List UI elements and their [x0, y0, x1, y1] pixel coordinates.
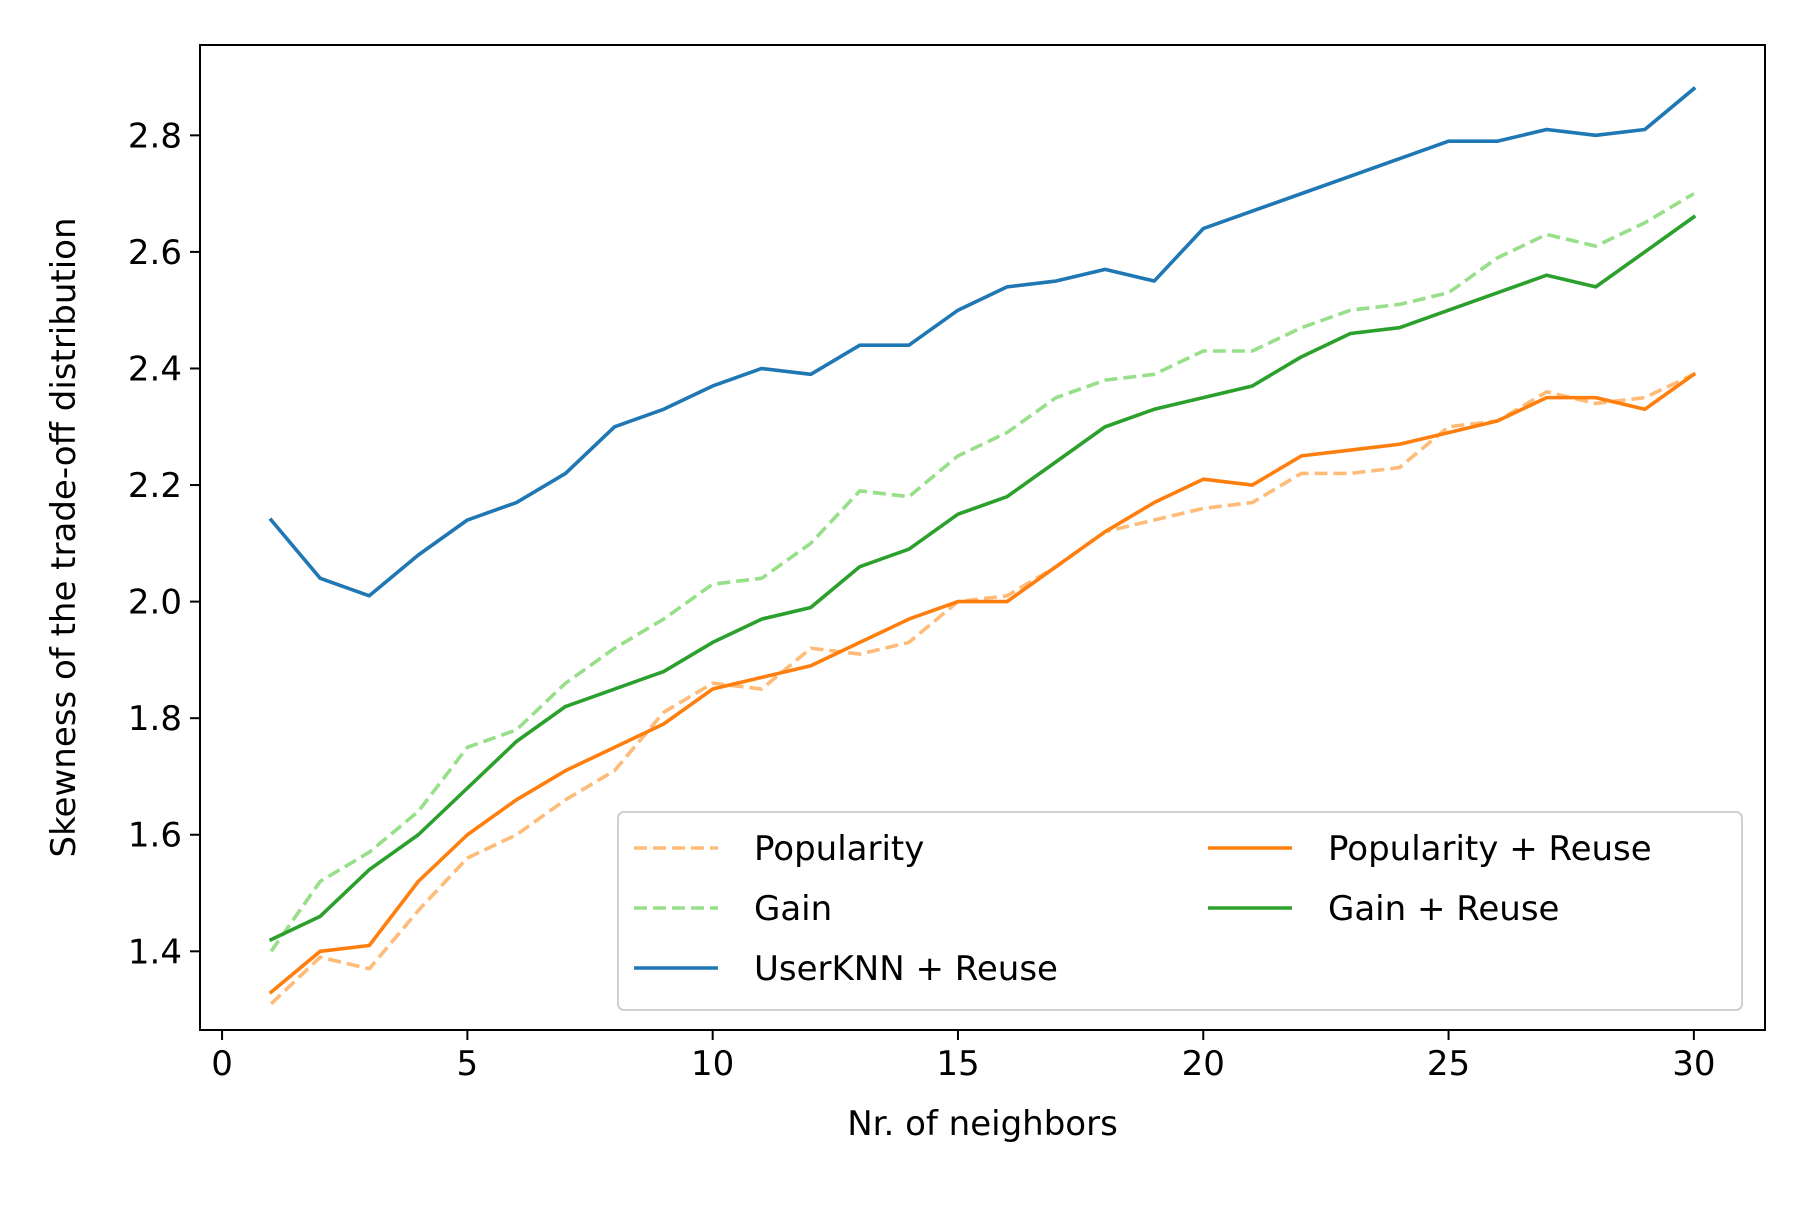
series-line-1 — [269, 372, 1695, 1006]
y-tick-label: 1.4 — [128, 932, 182, 972]
x-tick-label: 20 — [1182, 1044, 1225, 1084]
legend-label-4: Popularity + Reuse — [1328, 829, 1652, 869]
y-axis-label: Skewness of the trade-off distribution — [44, 217, 84, 857]
legend: Popularity Gain UserKNN + Reuse Popularity … — [617, 811, 1743, 1011]
plot-marks — [268, 86, 1697, 1006]
legend-label-5: Gain + Reuse — [1328, 889, 1559, 929]
x-tick-label: 10 — [691, 1044, 734, 1084]
y-tick-label: 2.4 — [128, 349, 182, 389]
x-tick-label: 5 — [457, 1044, 479, 1084]
legend-label-2: Gain — [754, 889, 832, 929]
series-line-2 — [269, 192, 1695, 953]
y-tick-label: 2.0 — [128, 583, 182, 623]
x-tick-label: 30 — [1672, 1044, 1715, 1084]
y-tick-label: 2.2 — [128, 466, 182, 506]
y-tick-label: 1.8 — [128, 699, 182, 739]
x-tick-label: 0 — [211, 1044, 233, 1084]
plot-frame — [199, 44, 1766, 1031]
series-line-5 — [268, 214, 1697, 943]
x-axis-label: Nr. of neighbors — [847, 1104, 1118, 1144]
y-tick-label: 2.8 — [128, 116, 182, 156]
series-line-4 — [268, 371, 1697, 995]
x-tick-label: 25 — [1427, 1044, 1470, 1084]
axis-ticks: 0 5 10 15 20 25 30 1.4 1.6 1.8 2.0 2.2 2.4 2.6 2.8 — [128, 116, 1716, 1084]
y-tick-label: 2.6 — [128, 233, 182, 273]
x-tick-label: 15 — [936, 1044, 979, 1084]
legend-label-3: UserKNN + Reuse — [754, 949, 1058, 989]
series-line-3 — [268, 86, 1697, 598]
legend-label-1: Popularity — [754, 829, 924, 869]
y-tick-label: 1.6 — [128, 816, 182, 856]
legend-box — [617, 811, 1743, 1011]
